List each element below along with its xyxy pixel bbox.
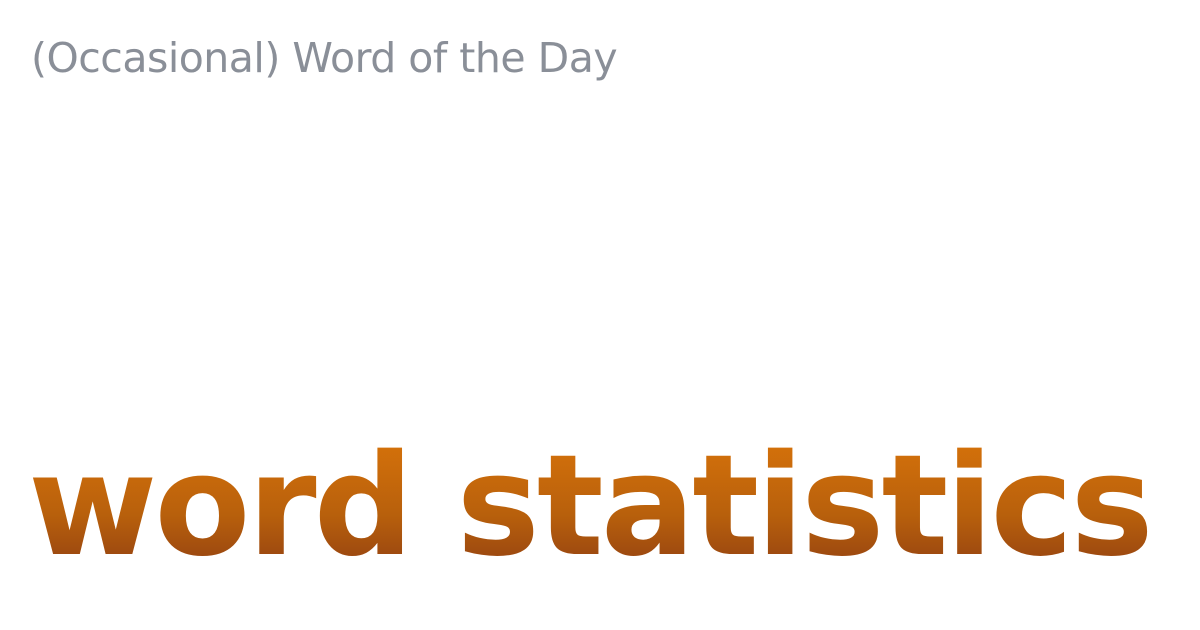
series-title: (Occasional) Word of the Day — [31, 34, 618, 82]
featured-word: word statistics — [28, 425, 1154, 588]
